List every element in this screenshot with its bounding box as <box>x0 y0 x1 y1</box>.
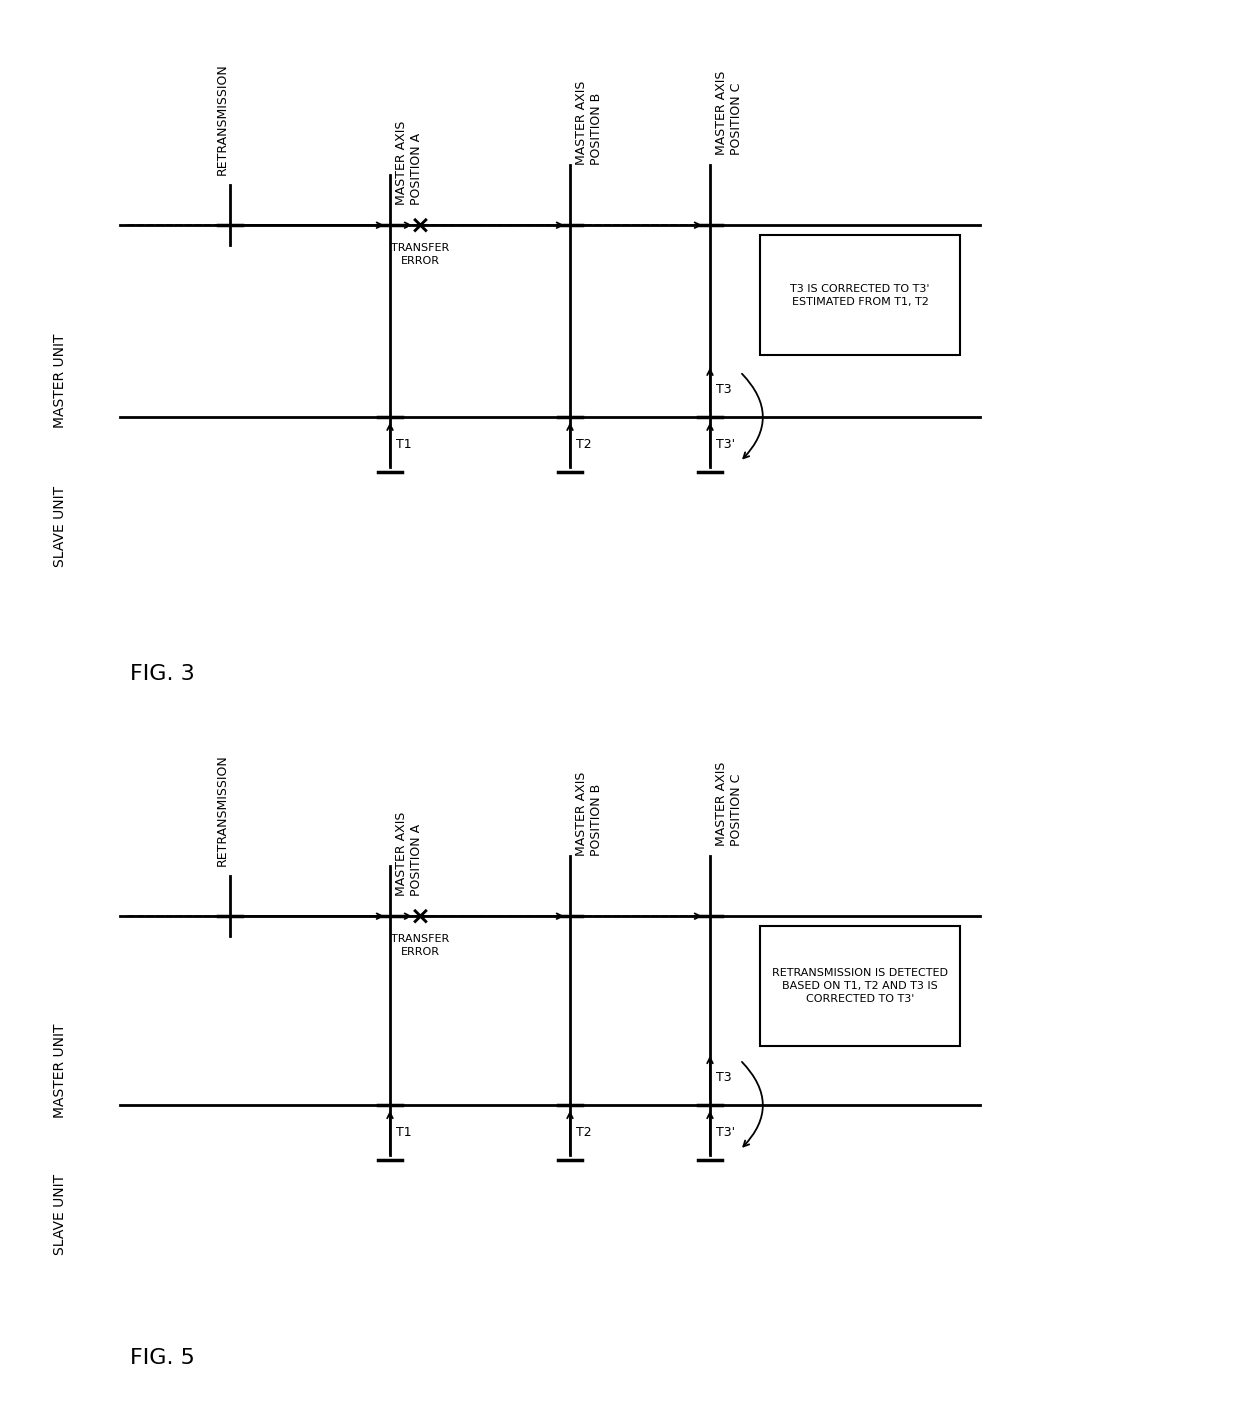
Text: SLAVE UNIT: SLAVE UNIT <box>53 486 67 567</box>
Text: T3': T3' <box>715 1126 735 1139</box>
Text: ×: × <box>409 213 430 237</box>
Text: FIG. 3: FIG. 3 <box>130 665 195 684</box>
Text: MASTER AXIS
POSITION B: MASTER AXIS POSITION B <box>575 80 603 165</box>
Text: T2: T2 <box>577 1126 591 1139</box>
Text: MASTER UNIT: MASTER UNIT <box>53 1024 67 1118</box>
Bar <box>760 235 960 355</box>
Text: T1: T1 <box>396 1126 412 1139</box>
Text: MASTER AXIS
POSITION C: MASTER AXIS POSITION C <box>715 762 743 846</box>
Text: ×: × <box>409 904 430 928</box>
Text: TRANSFER
ERROR: TRANSFER ERROR <box>391 934 449 956</box>
Text: TRANSFER
ERROR: TRANSFER ERROR <box>391 244 449 266</box>
Text: T1: T1 <box>396 438 412 451</box>
Text: T3: T3 <box>715 383 732 396</box>
Text: FIG. 5: FIG. 5 <box>130 1347 195 1369</box>
Text: T3: T3 <box>715 1071 732 1084</box>
Text: MASTER UNIT: MASTER UNIT <box>53 334 67 428</box>
Text: SLAVE UNIT: SLAVE UNIT <box>53 1174 67 1256</box>
Text: MASTER AXIS
POSITION A: MASTER AXIS POSITION A <box>396 121 423 206</box>
Text: RETRANSMISSION: RETRANSMISSION <box>216 63 228 175</box>
Text: MASTER AXIS
POSITION C: MASTER AXIS POSITION C <box>715 70 743 155</box>
Bar <box>760 926 960 1046</box>
Text: T3 IS CORRECTED TO T3'
ESTIMATED FROM T1, T2: T3 IS CORRECTED TO T3' ESTIMATED FROM T1… <box>790 283 930 307</box>
Text: MASTER AXIS
POSITION B: MASTER AXIS POSITION B <box>575 772 603 856</box>
Text: MASTER AXIS
POSITION A: MASTER AXIS POSITION A <box>396 812 423 897</box>
Text: T3': T3' <box>715 438 735 451</box>
Text: RETRANSMISSION: RETRANSMISSION <box>216 755 228 866</box>
Text: RETRANSMISSION IS DETECTED
BASED ON T1, T2 AND T3 IS
CORRECTED TO T3': RETRANSMISSION IS DETECTED BASED ON T1, … <box>773 969 949 1004</box>
Text: T2: T2 <box>577 438 591 451</box>
